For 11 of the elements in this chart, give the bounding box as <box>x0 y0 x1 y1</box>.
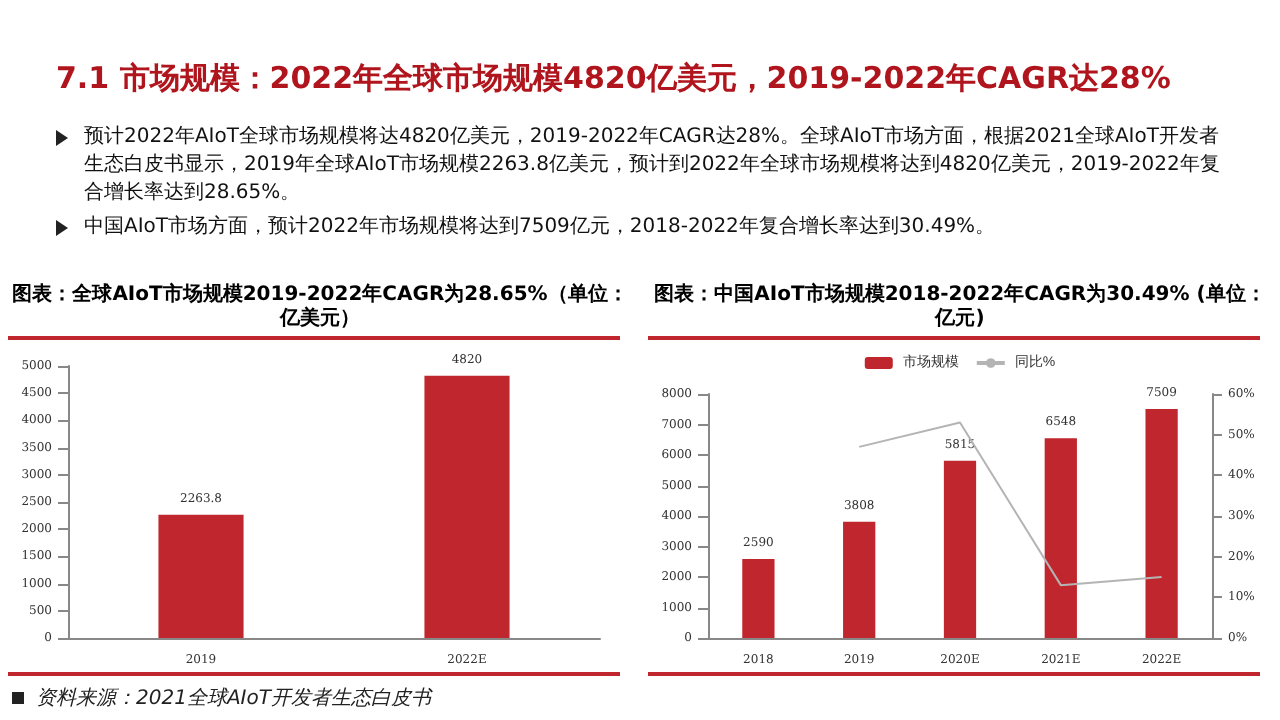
chart-title: 图表：中国AIoT市场规模2018-2022年CAGR为30.49% (单位：亿元) <box>652 284 1268 332</box>
text: 7.1 市场规模：2022年全球市场规模4820亿美元，2019-2022年CAGR达28% <box>56 60 1171 98</box>
bar <box>1145 408 1178 638</box>
text: 中国AIoT市场方面，预计2022年市场规模将达到7509亿元，2018-2022年复合增长率达到30.49%。 <box>84 214 998 242</box>
text: 预计2022年AIoT全球市场规模将达4820亿美元，2019-2022年CAGR达28%。全球AIoT市场方面，根据2021全球AIoT开发者生态白皮书显示，2019年全球AIoT市场规模2263.8亿美元，预计到2022年全球市场规模将达到4820亿美元，2019-2022年复合增长率达到28.65%。 <box>84 124 1222 208</box>
bar <box>843 521 876 638</box>
bar <box>742 559 775 638</box>
chart-title: 图表：全球AIoT市场规模2019-2022年CAGR为28.65%（单位：亿美元） <box>12 284 628 332</box>
bar <box>943 460 977 638</box>
bar <box>1044 438 1077 638</box>
text: 资料来源：2021全球AIoT开发者生态白皮书 <box>34 685 431 712</box>
